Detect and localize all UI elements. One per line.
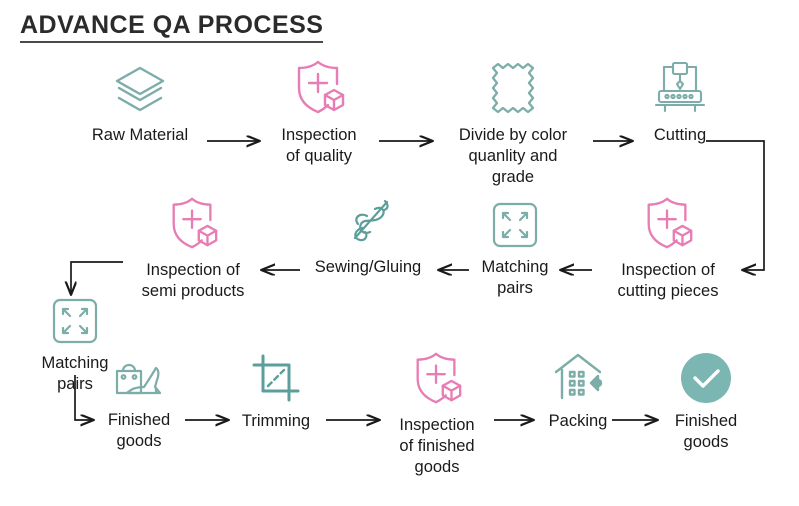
- node-label: Packing: [548, 412, 608, 430]
- expand-arrows-icon: [28, 296, 122, 351]
- shield-check-box-icon: [592, 195, 744, 258]
- node-label: Finished goods: [107, 411, 171, 451]
- warehouse-icon: [532, 350, 624, 409]
- node-label: Inspection of finished goods: [399, 416, 475, 477]
- layers-icon: [75, 62, 205, 123]
- node-label: Sewing/Gluing: [314, 258, 422, 276]
- node-matching-pairs-2[interactable]: Matching pairs: [28, 296, 122, 395]
- node-matching-pairs-1[interactable]: Matching pairs: [468, 200, 562, 299]
- cutting-machine-icon: [632, 58, 728, 123]
- connector-c8: [71, 261, 123, 294]
- needle-thread-icon: [297, 196, 439, 255]
- node-label: Divide by color quanlity and grade: [458, 126, 568, 187]
- shield-check-box-icon: [379, 350, 495, 413]
- node-inspection-of-finished-goods[interactable]: Inspection of finished goods: [379, 350, 495, 478]
- node-inspection-of-cutting-pieces[interactable]: Inspection of cutting pieces: [592, 195, 744, 302]
- node-finished-goods-1[interactable]: Finished goods: [92, 355, 186, 452]
- shield-check-box-icon: [122, 195, 264, 258]
- node-packing[interactable]: Packing: [532, 350, 624, 432]
- node-label: Inspection of semi products: [141, 261, 245, 301]
- node-label: Inspection of cutting pieces: [617, 261, 719, 301]
- node-inspection-of-quality[interactable]: Inspection of quality: [258, 58, 380, 167]
- shield-check-box-icon: [258, 58, 380, 123]
- crop-icon: [226, 352, 326, 409]
- expand-arrows-icon: [468, 200, 562, 255]
- node-label: Inspection of quality: [281, 126, 357, 166]
- node-sewing-gluing[interactable]: Sewing/Gluing: [297, 196, 439, 278]
- bag-shoe-icon: [92, 355, 186, 408]
- page-title: ADVANCE QA PROCESS: [20, 12, 324, 44]
- node-cutting[interactable]: Cutting: [632, 58, 728, 146]
- node-label: Trimming: [241, 412, 311, 430]
- node-label: Cutting: [653, 126, 707, 144]
- node-label: Matching pairs: [481, 258, 549, 298]
- node-label: Raw Material: [91, 126, 189, 144]
- check-circle-icon: [656, 352, 756, 409]
- node-trimming[interactable]: Trimming: [226, 352, 326, 432]
- node-label: Matching pairs: [41, 354, 109, 394]
- fabric-swatch-icon: [432, 58, 594, 123]
- node-finished-goods-2[interactable]: Finished goods: [656, 352, 756, 453]
- node-raw-material[interactable]: Raw Material: [75, 62, 205, 146]
- node-inspection-of-semi-products[interactable]: Inspection of semi products: [122, 195, 264, 302]
- node-label: Finished goods: [674, 412, 738, 452]
- node-divide-by-color[interactable]: Divide by color quanlity and grade: [432, 58, 594, 188]
